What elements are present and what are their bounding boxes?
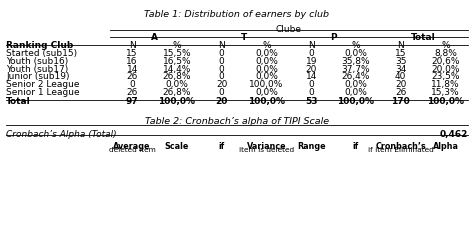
Text: 26,8%: 26,8% bbox=[163, 72, 191, 81]
Text: 20: 20 bbox=[216, 96, 228, 105]
Text: 26: 26 bbox=[127, 88, 138, 97]
Text: Clube: Clube bbox=[276, 26, 302, 35]
Text: 16: 16 bbox=[127, 57, 138, 66]
Text: if item Eliminated: if item Eliminated bbox=[368, 148, 434, 153]
Text: N: N bbox=[129, 41, 136, 50]
Text: 0: 0 bbox=[309, 49, 314, 58]
Text: 20: 20 bbox=[216, 80, 228, 89]
Text: 19: 19 bbox=[305, 57, 317, 66]
Text: 26: 26 bbox=[127, 72, 138, 81]
Text: 0,0%: 0,0% bbox=[345, 88, 367, 97]
Text: 23,5%: 23,5% bbox=[431, 72, 460, 81]
Text: 26: 26 bbox=[395, 88, 406, 97]
Text: 15,3%: 15,3% bbox=[431, 88, 460, 97]
Text: 0: 0 bbox=[129, 80, 135, 89]
Text: Junior (sub19): Junior (sub19) bbox=[6, 72, 70, 81]
Text: 15: 15 bbox=[127, 49, 138, 58]
Text: 15,5%: 15,5% bbox=[163, 49, 191, 58]
Text: A: A bbox=[151, 33, 158, 42]
Text: P: P bbox=[330, 33, 337, 42]
Text: Senior 1 League: Senior 1 League bbox=[6, 88, 80, 97]
Text: N: N bbox=[219, 41, 225, 50]
Text: Youth (sub17): Youth (sub17) bbox=[6, 65, 68, 74]
Text: 0,0%: 0,0% bbox=[255, 65, 278, 74]
Text: 26,4%: 26,4% bbox=[342, 72, 370, 81]
Text: deleted item: deleted item bbox=[109, 148, 155, 153]
Text: 100,0%: 100,0% bbox=[248, 96, 285, 105]
Text: 40: 40 bbox=[395, 72, 406, 81]
Text: N: N bbox=[308, 41, 315, 50]
Text: 14,4%: 14,4% bbox=[163, 65, 191, 74]
Text: Ranking Club: Ranking Club bbox=[6, 41, 73, 50]
Text: 97: 97 bbox=[126, 96, 138, 105]
Text: Range: Range bbox=[297, 142, 326, 151]
Text: 100,0%: 100,0% bbox=[158, 96, 195, 105]
Text: Table 1: Distribution of earners by club: Table 1: Distribution of earners by club bbox=[145, 10, 329, 19]
Text: Scale: Scale bbox=[165, 142, 189, 151]
Text: Table 2: Cronbach’s alpha of TIPI Scale: Table 2: Cronbach’s alpha of TIPI Scale bbox=[145, 117, 329, 126]
Text: 26,8%: 26,8% bbox=[163, 88, 191, 97]
Text: 20: 20 bbox=[306, 65, 317, 74]
Text: 15: 15 bbox=[395, 49, 407, 58]
Text: 0,0%: 0,0% bbox=[345, 80, 367, 89]
Text: %: % bbox=[352, 41, 360, 50]
Text: 37,7%: 37,7% bbox=[342, 65, 370, 74]
Text: 100,0%: 100,0% bbox=[249, 80, 283, 89]
Text: 0,0%: 0,0% bbox=[255, 57, 278, 66]
Text: 0,0%: 0,0% bbox=[255, 72, 278, 81]
Text: Average: Average bbox=[113, 142, 151, 151]
Text: 14: 14 bbox=[127, 65, 138, 74]
Text: 0: 0 bbox=[219, 49, 225, 58]
Text: Cronbach’s Alpha (Total): Cronbach’s Alpha (Total) bbox=[6, 130, 117, 139]
Text: Alpha: Alpha bbox=[432, 142, 458, 151]
Text: 0,0%: 0,0% bbox=[255, 49, 278, 58]
Text: 0: 0 bbox=[309, 88, 314, 97]
Text: %: % bbox=[262, 41, 271, 50]
Text: 0,0%: 0,0% bbox=[255, 88, 278, 97]
Text: 20,0%: 20,0% bbox=[431, 65, 460, 74]
Text: 0,0%: 0,0% bbox=[345, 49, 367, 58]
Text: %: % bbox=[173, 41, 181, 50]
Text: Variance: Variance bbox=[246, 142, 286, 151]
Text: 8,8%: 8,8% bbox=[434, 49, 457, 58]
Text: %: % bbox=[441, 41, 450, 50]
Text: if: if bbox=[219, 142, 225, 151]
Text: 0: 0 bbox=[219, 57, 225, 66]
Text: 16,5%: 16,5% bbox=[163, 57, 191, 66]
Text: 0,0%: 0,0% bbox=[165, 80, 188, 89]
Text: if: if bbox=[353, 142, 359, 151]
Text: 35: 35 bbox=[395, 57, 407, 66]
Text: Total: Total bbox=[411, 33, 436, 42]
Text: 35,8%: 35,8% bbox=[342, 57, 370, 66]
Text: 20,6%: 20,6% bbox=[431, 57, 460, 66]
Text: 53: 53 bbox=[305, 96, 318, 105]
Text: 0: 0 bbox=[219, 65, 225, 74]
Text: Cronbach’s: Cronbach’s bbox=[375, 142, 426, 151]
Text: 0: 0 bbox=[309, 80, 314, 89]
Text: 14: 14 bbox=[306, 72, 317, 81]
Text: 34: 34 bbox=[395, 65, 406, 74]
Text: 100,0%: 100,0% bbox=[427, 96, 464, 105]
Text: T: T bbox=[241, 33, 247, 42]
Text: 11,8%: 11,8% bbox=[431, 80, 460, 89]
Text: 0,462: 0,462 bbox=[439, 130, 468, 139]
Text: 100,0%: 100,0% bbox=[337, 96, 374, 105]
Text: 0: 0 bbox=[219, 88, 225, 97]
Text: 170: 170 bbox=[392, 96, 410, 105]
Text: Senior 2 League: Senior 2 League bbox=[6, 80, 80, 89]
Text: Youth (sub16): Youth (sub16) bbox=[6, 57, 68, 66]
Text: Total: Total bbox=[6, 96, 31, 105]
Text: N: N bbox=[397, 41, 404, 50]
Text: item is deleted: item is deleted bbox=[239, 148, 294, 153]
Text: 20: 20 bbox=[395, 80, 406, 89]
Text: Started (sub15): Started (sub15) bbox=[6, 49, 77, 58]
Text: 0: 0 bbox=[219, 72, 225, 81]
